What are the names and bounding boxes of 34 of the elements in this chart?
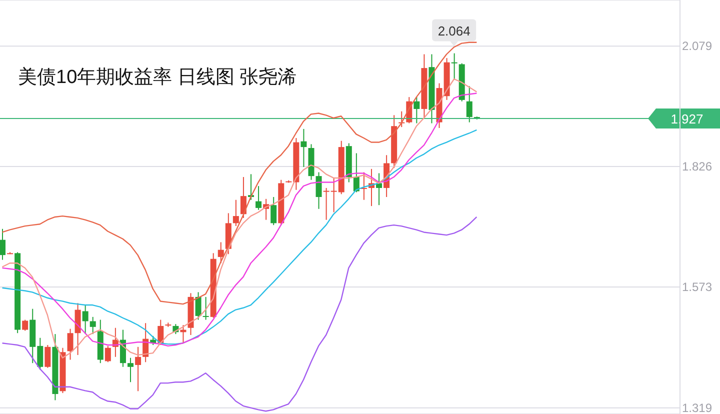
candlestick <box>67 328 74 360</box>
candlestick <box>202 296 209 320</box>
candlestick <box>90 316 96 335</box>
candlestick <box>44 344 51 368</box>
candlestick <box>414 96 420 124</box>
candlestick <box>360 172 367 200</box>
candlestick <box>135 346 142 392</box>
candlestick <box>353 152 360 193</box>
candlestick <box>451 52 458 80</box>
y-tick-label: 1.319 <box>682 400 712 414</box>
candlestick <box>256 186 262 210</box>
candlestick <box>128 357 134 383</box>
candlestick <box>316 172 322 210</box>
candlestick <box>22 319 28 332</box>
text: 美债10年期收益率 日线图 张尧浠 <box>18 66 297 90</box>
candlestick <box>270 196 277 226</box>
line-series <box>2 129 478 345</box>
candlestick <box>195 292 202 320</box>
candlestick <box>466 86 472 123</box>
candlestick <box>104 345 111 363</box>
candlestick <box>74 302 81 356</box>
annotation: 2.064 <box>438 23 470 38</box>
candlestick <box>218 242 224 264</box>
y-tick-label: 1.826 <box>682 160 712 174</box>
y-tick-label: 2.079 <box>682 39 712 54</box>
y-tick-label: 1.573 <box>682 280 712 294</box>
candlestick <box>82 304 88 335</box>
candlestick <box>158 319 164 346</box>
candlestick <box>376 172 382 206</box>
candlestick <box>240 176 246 218</box>
candlestick <box>0 228 6 260</box>
candlestick <box>232 199 239 227</box>
line-series <box>2 216 478 412</box>
candlestick <box>300 128 307 168</box>
